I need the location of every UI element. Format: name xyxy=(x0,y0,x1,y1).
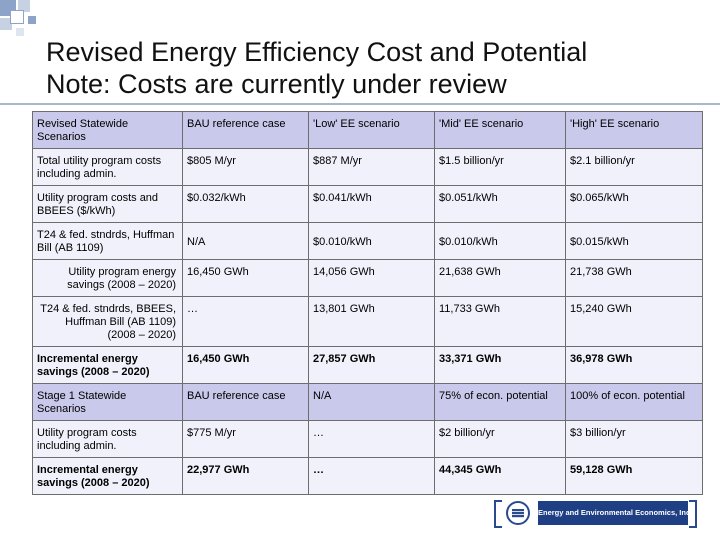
e3-mark-icon xyxy=(512,509,524,518)
table-row: Utility program energy savings (2008 – 2… xyxy=(32,259,703,297)
table-cell: … xyxy=(308,457,435,495)
table-cell: $887 M/yr xyxy=(308,148,435,186)
table-cell: 21,738 GWh xyxy=(565,259,703,297)
corner-square-decoration xyxy=(0,18,12,30)
table-row: T24 & fed. stndrds, Huffman Bill (AB 110… xyxy=(32,222,703,260)
table-cell: $2.1 billion/yr xyxy=(565,148,703,186)
table-row: Total utility program costs including ad… xyxy=(32,148,703,186)
table-cell: 14,056 GWh xyxy=(308,259,435,297)
table-cell: $1.5 billion/yr xyxy=(434,148,566,186)
table-cell: 21,638 GWh xyxy=(434,259,566,297)
table-cell: 33,371 GWh xyxy=(434,346,566,384)
table-cell: $0.010/kWh xyxy=(434,222,566,260)
logo-wordmark: Energy and Environmental Economics, Inc. xyxy=(538,501,692,525)
table-cell: 22,977 GWh xyxy=(182,457,309,495)
table-cell: 59,128 GWh xyxy=(565,457,703,495)
title-divider xyxy=(0,103,720,105)
table-cell: … xyxy=(308,420,435,458)
table-cell: $0.051/kWh xyxy=(434,185,566,223)
table-cell: $805 M/yr xyxy=(182,148,309,186)
table-row: Utility program costs including admin. $… xyxy=(32,420,703,458)
table-cell: T24 & fed. stndrds, BBEES, Huffman Bill … xyxy=(32,296,183,347)
table-cell: N/A xyxy=(182,222,309,260)
table-cell: 100% of econ. potential xyxy=(565,383,703,421)
table-cell: $0.032/kWh xyxy=(182,185,309,223)
slide-title: Revised Energy Efficiency Cost and Poten… xyxy=(46,36,587,100)
table-cell: 27,857 GWh xyxy=(308,346,435,384)
corner-square-decoration xyxy=(28,16,36,24)
table-cell: $0.041/kWh xyxy=(308,185,435,223)
table-cell: 16,450 GWh xyxy=(182,346,309,384)
table-cell: … xyxy=(182,296,309,347)
table-cell: $0.010/kWh xyxy=(308,222,435,260)
table-cell: Revised Statewide Scenarios xyxy=(32,111,183,149)
logo-bracket-right xyxy=(689,500,697,528)
table-cell: $0.065/kWh xyxy=(565,185,703,223)
table-cell: BAU reference case xyxy=(182,383,309,421)
table-cell: 'Low' EE scenario xyxy=(308,111,435,149)
table-cell: 36,978 GWh xyxy=(565,346,703,384)
table-row: T24 & fed. stndrds, BBEES, Huffman Bill … xyxy=(32,296,703,347)
table-cell: 11,733 GWh xyxy=(434,296,566,347)
logo-bracket-left xyxy=(494,500,502,528)
table-cell: Incremental energy savings (2008 – 2020) xyxy=(32,346,183,384)
corner-square-decoration xyxy=(18,0,30,12)
table-cell: 'Mid' EE scenario xyxy=(434,111,566,149)
table-cell: $0.015/kWh xyxy=(565,222,703,260)
e3-logo-icon xyxy=(506,501,530,525)
corner-square-decoration xyxy=(10,10,24,24)
table-cell: 44,345 GWh xyxy=(434,457,566,495)
table-cell: $3 billion/yr xyxy=(565,420,703,458)
table-cell: $2 billion/yr xyxy=(434,420,566,458)
table-cell: 13,801 GWh xyxy=(308,296,435,347)
table-cell: 'High' EE scenario xyxy=(565,111,703,149)
scenario-table: Revised Statewide Scenarios BAU referenc… xyxy=(32,111,703,495)
table-cell: 75% of econ. potential xyxy=(434,383,566,421)
company-logo: Energy and Environmental Economics, Inc. xyxy=(494,500,697,528)
table-cell: Utility program costs and BBEES ($/kWh) xyxy=(32,185,183,223)
table-cell: Total utility program costs including ad… xyxy=(32,148,183,186)
table-cell: Incremental energy savings (2008 – 2020) xyxy=(32,457,183,495)
table-cell: 16,450 GWh xyxy=(182,259,309,297)
table-row: Incremental energy savings (2008 – 2020)… xyxy=(32,457,703,495)
table-cell: BAU reference case xyxy=(182,111,309,149)
table-cell: T24 & fed. stndrds, Huffman Bill (AB 110… xyxy=(32,222,183,260)
title-line-1: Revised Energy Efficiency Cost and Poten… xyxy=(46,37,588,67)
corner-square-decoration xyxy=(16,28,24,36)
table-cell: 15,240 GWh xyxy=(565,296,703,347)
table-row: Incremental energy savings (2008 – 2020)… xyxy=(32,346,703,384)
table-cell: $775 M/yr xyxy=(182,420,309,458)
table-cell: N/A xyxy=(308,383,435,421)
table-row: Utility program costs and BBEES ($/kWh) … xyxy=(32,185,703,223)
title-line-2: Note: Costs are currently under review xyxy=(46,69,507,99)
table-cell: Stage 1 Statewide Scenarios xyxy=(32,383,183,421)
table-header-row: Revised Statewide Scenarios BAU referenc… xyxy=(32,111,703,149)
table-cell: Utility program energy savings (2008 – 2… xyxy=(32,259,183,297)
table-cell: Utility program costs including admin. xyxy=(32,420,183,458)
table-header-row: Stage 1 Statewide Scenarios BAU referenc… xyxy=(32,383,703,421)
